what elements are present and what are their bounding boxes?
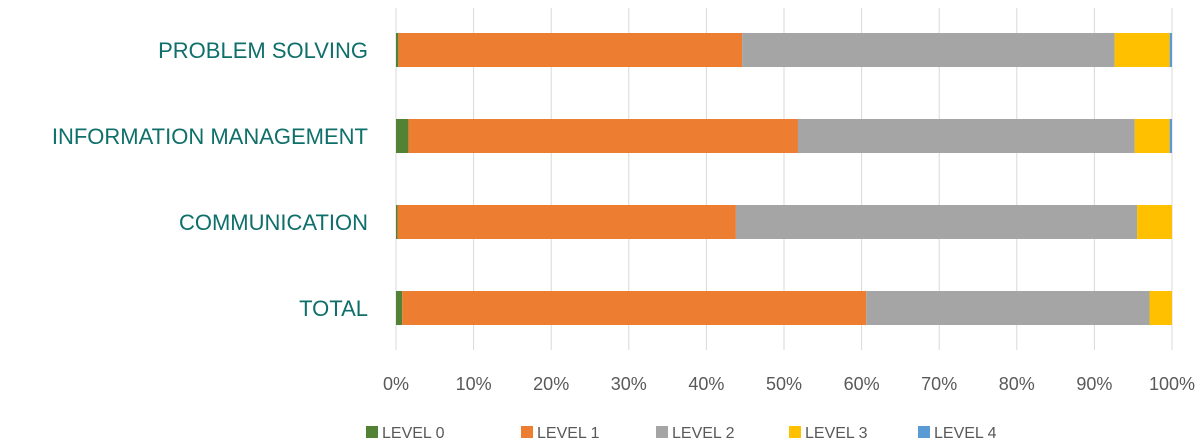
legend-item: LEVEL 4 (918, 425, 997, 442)
x-tick-label: 50% (766, 374, 802, 394)
category-label: INFORMATION MANAGEMENT (52, 124, 368, 149)
legend-swatch (656, 426, 668, 438)
legend-item: LEVEL 0 (366, 425, 445, 442)
legend-label: LEVEL 4 (934, 425, 997, 442)
legend-label: LEVEL 1 (537, 425, 600, 442)
bar-segment-level-2 (797, 119, 1135, 153)
x-tick-label: 60% (844, 374, 880, 394)
legend-item: LEVEL 1 (521, 425, 600, 442)
bars (396, 33, 1172, 325)
legend: LEVEL 0 LEVEL 1 LEVEL 2 LEVEL 3 LEVEL 4 (366, 425, 997, 442)
bar-segment-level-1 (397, 205, 736, 239)
legend-item: LEVEL 3 (789, 425, 868, 442)
bar-segment-level-1 (398, 33, 743, 67)
x-tick-label: 30% (611, 374, 647, 394)
x-tick-label: 10% (456, 374, 492, 394)
bar-segment-level-4 (1169, 119, 1172, 153)
x-tick-label: 90% (1076, 374, 1112, 394)
category-label: TOTAL (299, 296, 368, 321)
bar-segment-level-0 (396, 119, 409, 153)
x-tick-label: 70% (921, 374, 957, 394)
legend-swatch (366, 426, 378, 438)
bar-segment-level-2 (735, 205, 1138, 239)
bar-segment-level-0 (396, 205, 398, 239)
legend-label: LEVEL 2 (672, 425, 735, 442)
bar-segment-level-1 (402, 291, 867, 325)
bar-segment-level-0 (396, 33, 399, 67)
category-label: PROBLEM SOLVING (158, 38, 368, 63)
x-tick-label: 80% (999, 374, 1035, 394)
legend-swatch (789, 426, 801, 438)
category-label: COMMUNICATION (179, 210, 368, 235)
bar-segment-level-0 (396, 291, 403, 325)
legend-swatch (521, 426, 533, 438)
bar-segment-level-3 (1134, 119, 1170, 153)
bar-segment-level-2 (742, 33, 1115, 67)
bar-segment-level-1 (408, 119, 798, 153)
x-tick-label: 20% (533, 374, 569, 394)
x-tick-label: 40% (688, 374, 724, 394)
bar-segment-level-3 (1114, 33, 1170, 67)
category-labels: PROBLEM SOLVING INFORMATION MANAGEMENT COM… (52, 38, 368, 321)
bar-segment-level-4 (1169, 33, 1172, 67)
bar-segment-level-3 (1149, 291, 1172, 325)
legend-label: LEVEL 0 (382, 425, 445, 442)
x-tick-label: 100% (1149, 374, 1195, 394)
legend-swatch (918, 426, 930, 438)
bar-segment-level-3 (1137, 205, 1172, 239)
x-axis-ticks: 0% 10% 20% 30% 40% 50% 60% 70% 80% 90% 100% (383, 374, 1195, 394)
legend-label: LEVEL 3 (805, 425, 868, 442)
legend-item: LEVEL 2 (656, 425, 735, 442)
x-tick-label: 0% (383, 374, 409, 394)
bar-segment-level-2 (866, 291, 1150, 325)
